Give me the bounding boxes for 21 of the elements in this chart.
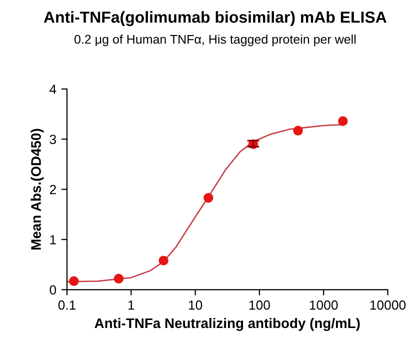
y-axis-title: Mean Abs.(OD450)	[30, 128, 44, 250]
point	[114, 274, 124, 284]
point	[293, 126, 303, 136]
x-tick-label: 100	[249, 300, 270, 310]
y-tick-label: 1	[50, 235, 56, 244]
x-axis-title: Anti-TNFa Neutralizing antibody (ng/mL)	[94, 318, 360, 331]
x-tick-label: 10	[188, 300, 202, 310]
chart-subtitle: 0.2 μg of Human TNFα, His tagged protein per well	[74, 34, 356, 46]
y-tick-label: 2	[50, 184, 56, 194]
x-tick-label: 1000	[310, 300, 338, 310]
y-tick-label: 4	[50, 84, 56, 94]
point	[204, 193, 214, 203]
y-tick-label: 0	[50, 285, 56, 295]
chart-title: Anti-TNFa(golimumab biosimilar) mAb ELISA	[44, 11, 386, 26]
point	[338, 116, 348, 126]
x-tick-label: 1	[128, 300, 134, 310]
x-tick-label: 10000	[370, 300, 406, 310]
point	[158, 256, 168, 266]
y-tick-label: 3	[50, 134, 56, 144]
x-tick-label: 0.1	[58, 300, 76, 310]
point	[69, 276, 79, 286]
